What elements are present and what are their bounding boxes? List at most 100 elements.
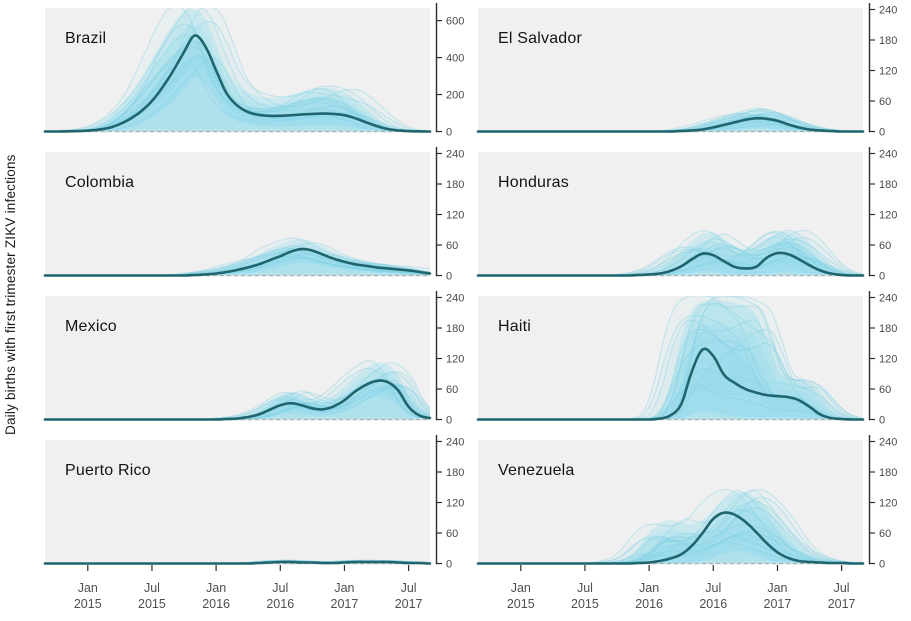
median-line [43,560,432,565]
x-tick-label-year: 2017 [828,597,856,611]
chart-panel-el-salvador: 0 60 120 180 240 El Salvador [476,3,911,152]
x-tick-label-month: Jul [144,581,160,595]
y-tick-label: 200 [446,89,464,101]
uncertainty-band [478,109,863,132]
ensemble-line [45,57,430,133]
x-tick-label-year: 2016 [635,597,663,611]
y-tick-label: 600 [446,15,464,27]
y-tick-label: 240 [879,292,897,304]
x-tick-label-year: 2015 [571,597,599,611]
y-tick-label: 120 [446,353,464,365]
y-tick-label: 0 [446,270,452,282]
x-tick-label-month: Jan [206,581,226,595]
panel-title: Haiti [498,318,532,335]
data-layer [478,489,863,565]
y-tick-label: 180 [879,35,897,47]
x-tick-label-month: Jul [577,581,593,595]
y-tick-label: 0 [879,414,885,426]
y-tick-label: 120 [446,209,464,221]
y-tick-label: 60 [446,240,458,252]
y-axis: 0 60 120 180 240 [868,291,897,426]
y-tick-label: 240 [879,4,897,16]
uncertainty-band [478,492,863,564]
y-tick-label: 240 [879,436,897,448]
x-tick-label-month: Jan [639,581,659,595]
median-line [43,34,432,133]
plot-svg: 0 60 120 180 240 [476,147,897,282]
median-line [476,511,865,565]
x-axis: Jan 2015 Jul 2015 Jan 2016 Jul 2016 Jan 2017 Jul 20… [507,565,856,611]
y-tick-label: 60 [879,240,891,252]
uncertainty-band-inner [45,24,430,132]
y-tick-label: 0 [879,126,885,138]
y-axis: 0 60 120 180 240 [435,147,464,282]
x-tick-label-year: 2015 [74,597,102,611]
y-axis: 0 60 120 180 240 [435,291,464,426]
panel-title: El Salvador [498,30,583,47]
y-tick-label: 60 [879,384,891,396]
median-line [43,379,432,421]
y-tick-label: 180 [446,179,464,191]
y-tick-label: 400 [446,52,464,64]
plot-svg: 0 60 120 180 240 [43,147,464,282]
panel-title: Venezuela [498,462,575,479]
y-tick-label: 60 [446,384,458,396]
y-tick-label: 120 [446,497,464,509]
ensemble-line [45,8,430,133]
x-tick-label-year: 2016 [699,597,727,611]
x-tick-label-month: Jul [272,581,288,595]
y-tick-label: 120 [879,353,897,365]
y-tick-label: 60 [879,96,891,108]
x-tick-label-month: Jan [334,581,354,595]
x-tick-label-year: 2016 [202,597,230,611]
y-tick-label: 120 [879,209,897,221]
x-axis-row: Jan 2015 Jul 2015 Jan 2016 Jul 2016 Jan 2017 Jul 20… [478,565,911,621]
panel-title: Puerto Rico [65,462,151,479]
y-tick-label: 180 [446,323,464,335]
y-tick-label: 240 [879,148,897,160]
panel-title: Mexico [65,318,117,335]
y-axis-title: Daily births with first trimester ZIKV i… [3,154,18,436]
ensemble-trajectories [478,489,863,565]
plot-svg: 0 60 120 180 240 [43,291,464,426]
chart-panel-puerto-rico: 0 60 120 180 240 Puerto Rico [43,435,478,570]
y-tick-label: 240 [446,292,464,304]
x-tick-label-month: Jul [834,581,850,595]
median-line [476,347,865,421]
y-tick-label: 240 [446,148,464,160]
x-tick-label-year: 2017 [395,597,423,611]
ensemble-line [45,23,430,133]
y-tick-label: 180 [879,179,897,191]
panel-background [45,152,430,277]
x-tick-label-year: 2015 [138,597,166,611]
median-line [43,247,432,277]
panel-background [45,440,430,565]
y-tick-label: 60 [879,528,891,540]
panel-title: Colombia [65,174,135,191]
x-tick-label-year: 2017 [331,597,359,611]
plot-svg: 0 60 120 180 240 [43,435,464,570]
y-tick-label: 0 [446,414,452,426]
y-tick-label: 180 [879,323,897,335]
uncertainty-band [45,238,430,276]
x-tick-label-month: Jul [705,581,721,595]
uncertainty-band [478,232,863,276]
x-tick-label-year: 2016 [266,597,294,611]
uncertainty-band-inner [478,240,863,276]
median-line [476,116,865,133]
y-tick-label: 120 [879,65,897,77]
chart-panel-haiti: 0 60 120 180 240 Haiti [476,291,911,440]
uncertainty-band [478,300,863,420]
chart-panel-venezuela: 0 60 120 180 240 Venezuela [476,435,911,570]
ensemble-line [45,41,430,133]
y-axis: 0 60 120 180 240 [868,3,897,138]
plot-svg: 0 60 120 180 240 [476,435,897,570]
y-axis: 0 200 400 600 [435,3,464,138]
x-tick-label-month: Jan [767,581,787,595]
plot-svg: 0 60 120 180 240 [476,3,897,138]
y-tick-label: 120 [879,497,897,509]
median-line [476,251,865,277]
y-axis: 0 60 120 180 240 [868,435,897,570]
chart-panel-colombia: 0 60 120 180 240 Colombia [43,147,478,296]
